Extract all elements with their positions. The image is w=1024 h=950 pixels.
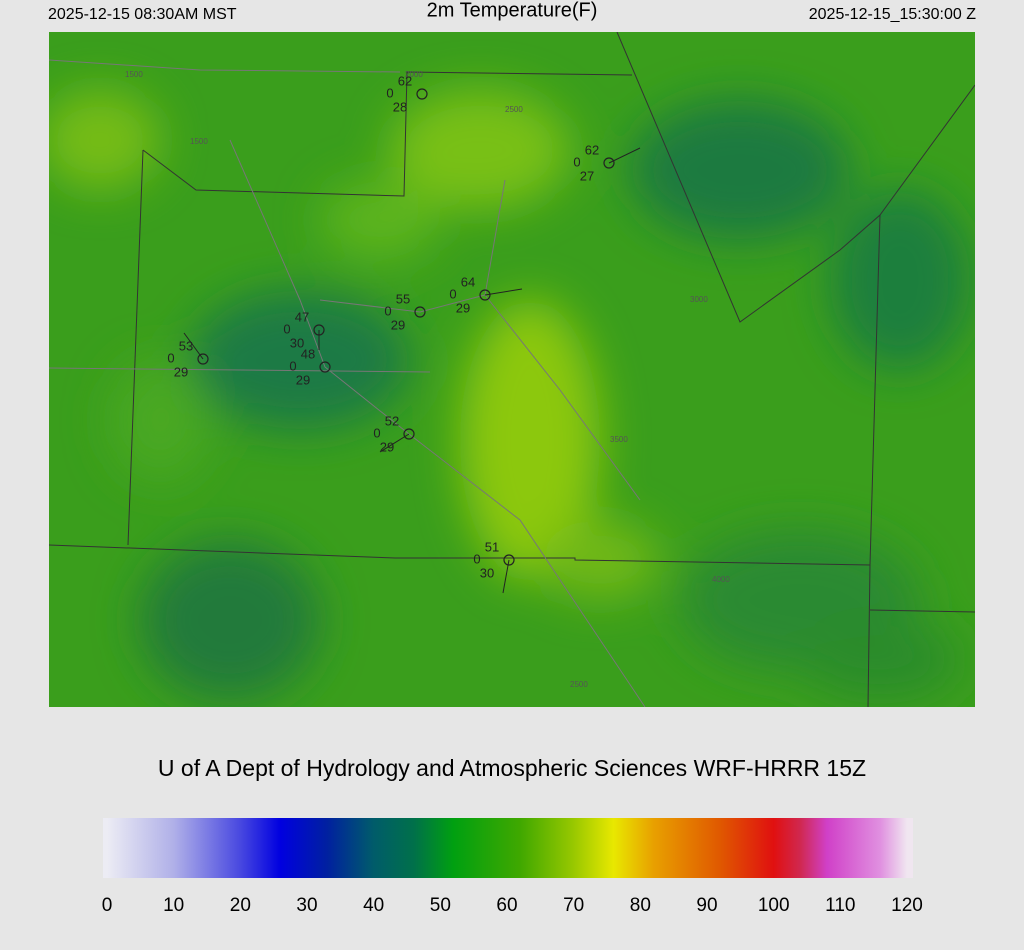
station-temperature: 64	[461, 274, 475, 289]
colorbar-tick-label: 100	[758, 895, 790, 916]
station-marker	[416, 88, 428, 100]
boundary	[49, 214, 881, 566]
boundary	[142, 71, 633, 197]
station-dewpoint: 27	[580, 168, 594, 183]
colorbar-tick-label: 80	[630, 895, 651, 916]
colorbar	[103, 818, 913, 878]
contour-label: 2000	[405, 70, 423, 79]
station-marker	[319, 361, 331, 373]
station-wind: 0	[473, 551, 480, 566]
station-marker	[503, 554, 515, 566]
boundary	[869, 609, 975, 613]
field-blob	[49, 90, 160, 190]
station-wind: 0	[384, 303, 391, 318]
boundary	[229, 139, 646, 707]
boundary	[127, 149, 144, 546]
station-wind: 0	[289, 358, 296, 373]
field-blob	[110, 360, 210, 480]
station-marker	[313, 324, 325, 336]
contour-label: 4000	[712, 575, 730, 584]
contour-label: 2500	[505, 105, 523, 114]
boundary	[49, 59, 401, 73]
station-wind: 0	[449, 286, 456, 301]
station-temperature: 52	[385, 413, 399, 428]
temperature-field	[49, 90, 970, 700]
field-blob	[830, 190, 970, 370]
valid-local: 2025-12-15 08:30AM MST	[48, 6, 237, 23]
boundary	[616, 32, 975, 323]
wind-barb	[379, 433, 410, 453]
field-blob	[460, 300, 600, 580]
station-wind: 0	[386, 85, 393, 100]
station-wind: 0	[373, 425, 380, 440]
wind-barb	[484, 288, 523, 296]
boundary	[867, 564, 871, 707]
station-dewpoint: 29	[174, 364, 188, 379]
station-dewpoint: 30	[290, 335, 304, 350]
station-marker	[414, 306, 426, 318]
colorbar-tick-label: 60	[496, 895, 517, 916]
station-wind: 0	[283, 321, 290, 336]
boundary	[49, 367, 431, 373]
station-marker	[603, 157, 615, 169]
station-marker	[197, 353, 209, 365]
field-blob	[190, 290, 410, 430]
boundary	[319, 179, 506, 313]
station-dewpoint: 30	[480, 565, 494, 580]
contour-label: 1500	[190, 137, 208, 146]
valid-utc: 2025-12-15_15:30:00 Z	[809, 6, 976, 23]
contour-label: 2500	[570, 680, 588, 689]
station-dewpoint: 29	[391, 317, 405, 332]
map-title: 2m Temperature(F)	[427, 0, 598, 21]
colorbar-tick-label: 50	[430, 895, 451, 916]
colorbar-tick-label: 10	[163, 895, 184, 916]
field-blob	[140, 540, 320, 700]
colorbar-tick-label: 90	[696, 895, 717, 916]
station-wind: 0	[167, 350, 174, 365]
station-temperature: 48	[301, 346, 315, 361]
station-marker	[479, 289, 491, 301]
station-dewpoint: 29	[296, 372, 310, 387]
boundary	[484, 294, 641, 501]
contour-label: 1500	[125, 70, 143, 79]
credit: U of A Dept of Hydrology and Atmospheric…	[158, 755, 866, 781]
station-temperature: 55	[396, 291, 410, 306]
field-blob	[390, 90, 570, 210]
station-dewpoint: 29	[456, 300, 470, 315]
station-temperature: 47	[295, 309, 309, 324]
field-blob	[630, 100, 850, 240]
contour-label: 3000	[690, 295, 708, 304]
colorbar-tick-label: 70	[563, 895, 584, 916]
colorbar-tick-label: 40	[363, 895, 384, 916]
station-dewpoint: 28	[393, 99, 407, 114]
field-blob	[320, 180, 440, 260]
wind-barb	[608, 147, 641, 164]
field-blob	[800, 620, 960, 700]
colorbar-tick-label: 120	[891, 895, 923, 916]
station-temperature: 53	[179, 338, 193, 353]
station-marker	[403, 428, 415, 440]
contour-label: 3500	[610, 435, 628, 444]
station-temperature: 62	[398, 73, 412, 88]
colorbar-tick-label: 0	[102, 895, 113, 916]
station-temperature: 51	[485, 539, 499, 554]
colorbar-tick-label: 20	[230, 895, 251, 916]
station-temperature: 62	[585, 142, 599, 157]
station-dewpoint: 29	[380, 439, 394, 454]
colorbar-tick-label: 110	[825, 895, 855, 916]
station-wind: 0	[573, 154, 580, 169]
colorbar-tick-label: 30	[296, 895, 317, 916]
